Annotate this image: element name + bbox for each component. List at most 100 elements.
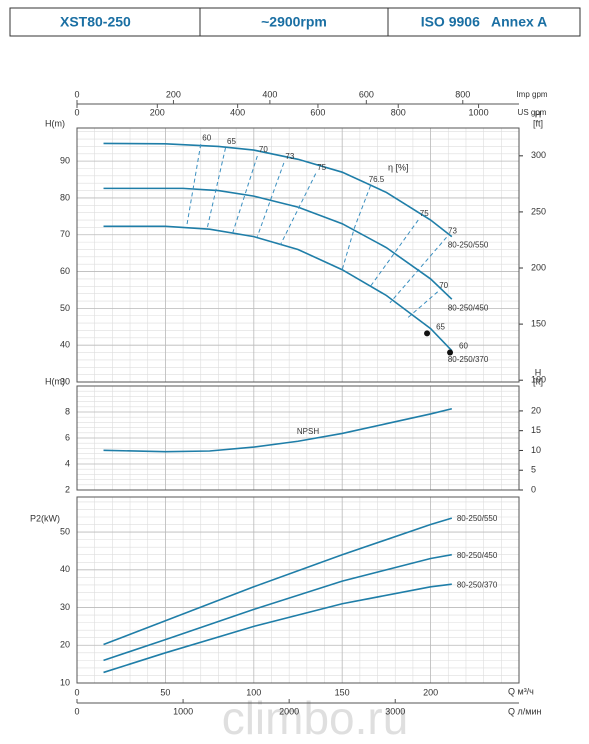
y-tick-label: 60 [60,266,70,276]
curve-label: 80-250/370 [457,580,498,589]
efficiency-point [424,330,431,337]
y2-tick-label: 15 [531,425,541,435]
x-tick-label: 50 [160,687,170,697]
efficiency-line [389,237,447,304]
efficiency-line [186,144,202,227]
curve-label: 80-250/550 [457,514,498,523]
y-tick-label: 6 [65,432,70,442]
top-axis-label: Imp gpm [516,90,547,99]
y2-axis-label: H [535,367,542,377]
top-axis-tick-label: 200 [150,107,165,117]
y2-tick-label: 300 [531,150,546,160]
top-axis-tick-label: 0 [74,107,79,117]
panel-frame [76,385,520,491]
y2-tick-label: 5 [531,465,536,475]
y-tick-label: 90 [60,156,70,166]
x2-axis-label: Q л/мин [508,706,541,716]
panel-frame [76,127,520,383]
efficiency-value: 60 [459,342,468,351]
top-axis-tick-label: 0 [74,89,79,99]
top-axis-tick-label: 400 [262,89,277,99]
efficiency-line [206,147,226,230]
curve [103,142,453,238]
y-tick-label: 40 [60,564,70,574]
efficiency-value: 70 [259,145,268,154]
header-speed: ~2900rpm [261,14,327,30]
y-axis-label: P2(kW) [30,513,60,523]
x-axis-label: Q м³/ч [508,686,534,696]
efficiency-line [279,173,317,246]
y-tick-label: 8 [65,406,70,416]
x2-tick-label: 3000 [385,706,405,716]
y-axis-label: H(m) [45,376,65,386]
y-tick-label: 30 [60,376,70,386]
top-axis-tick-label: 400 [230,107,245,117]
y2-tick-label: 100 [531,375,546,385]
x-tick-label: 100 [246,687,261,697]
efficiency-value: 75 [420,209,429,218]
top-axis-tick-label: 1000 [469,107,489,117]
top-axis-tick-label: 200 [166,89,181,99]
y-tick-label: 40 [60,340,70,350]
header-model: XST80-250 [60,14,131,30]
curve-label: NPSH [297,427,319,436]
y2-axis-label: [ft] [533,376,543,386]
x-tick-label: 200 [423,687,438,697]
curve [103,407,453,453]
efficiency-value: 65 [436,323,445,332]
top-axis-tick-label: 800 [391,107,406,117]
efficiency-value: 60 [202,133,211,142]
y-tick-label: 80 [60,192,70,202]
y-tick-label: 20 [60,640,70,650]
curve [103,187,453,300]
efficiency-line [256,162,285,237]
y-tick-label: 2 [65,484,70,494]
efficiency-value: 75 [317,163,326,172]
header-standard: ISO 9906 Annex A [421,14,548,30]
curve-label: 80-250/370 [448,355,489,364]
watermark: climbo.ru [222,692,409,744]
y-tick-label: 50 [60,526,70,536]
y-tick-label: 30 [60,602,70,612]
efficiency-value: 73 [448,226,457,235]
efficiency-value: 70 [439,281,448,290]
y2-axis-label: H [535,109,542,119]
y2-tick-label: 150 [531,318,546,328]
y-tick-label: 70 [60,229,70,239]
efficiency-value: 73 [285,152,294,161]
curve [103,553,452,662]
x2-tick-label: 2000 [279,706,299,716]
y-tick-label: 10 [60,677,70,687]
x-tick-label: 0 [74,687,79,697]
top-axis-tick-label: 800 [455,89,470,99]
curve-label: 80-250/550 [448,241,489,250]
top-axis-label: US gpm [518,108,547,117]
y2-tick-label: 10 [531,445,541,455]
efficiency-value: 65 [227,137,236,146]
y2-tick-label: 20 [531,405,541,415]
x2-tick-label: 1000 [173,706,193,716]
curve-label: 80-250/450 [457,551,498,560]
efficiency-point [447,349,454,356]
y2-tick-label: 200 [531,262,546,272]
curve-label: 80-250/450 [448,303,489,312]
y-axis-label: H(m) [45,118,65,128]
panel-frame [76,496,520,684]
x2-tick-label: 0 [74,706,79,716]
header-box [9,7,581,37]
efficiency-value: 76.5 [369,175,385,184]
y2-axis-label: [ft] [533,118,543,128]
efficiency-label: η [%] [388,162,409,172]
curve [103,583,452,674]
y-tick-label: 50 [60,303,70,313]
top-axis-tick-label: 600 [359,89,374,99]
y2-tick-label: 0 [531,484,536,494]
x-tick-label: 150 [335,687,350,697]
y-tick-label: 4 [65,458,70,468]
efficiency-line [405,291,438,320]
efficiency-line [341,185,371,270]
top-axis-tick-label: 600 [310,107,325,117]
y2-tick-label: 250 [531,206,546,216]
curve [103,517,453,646]
